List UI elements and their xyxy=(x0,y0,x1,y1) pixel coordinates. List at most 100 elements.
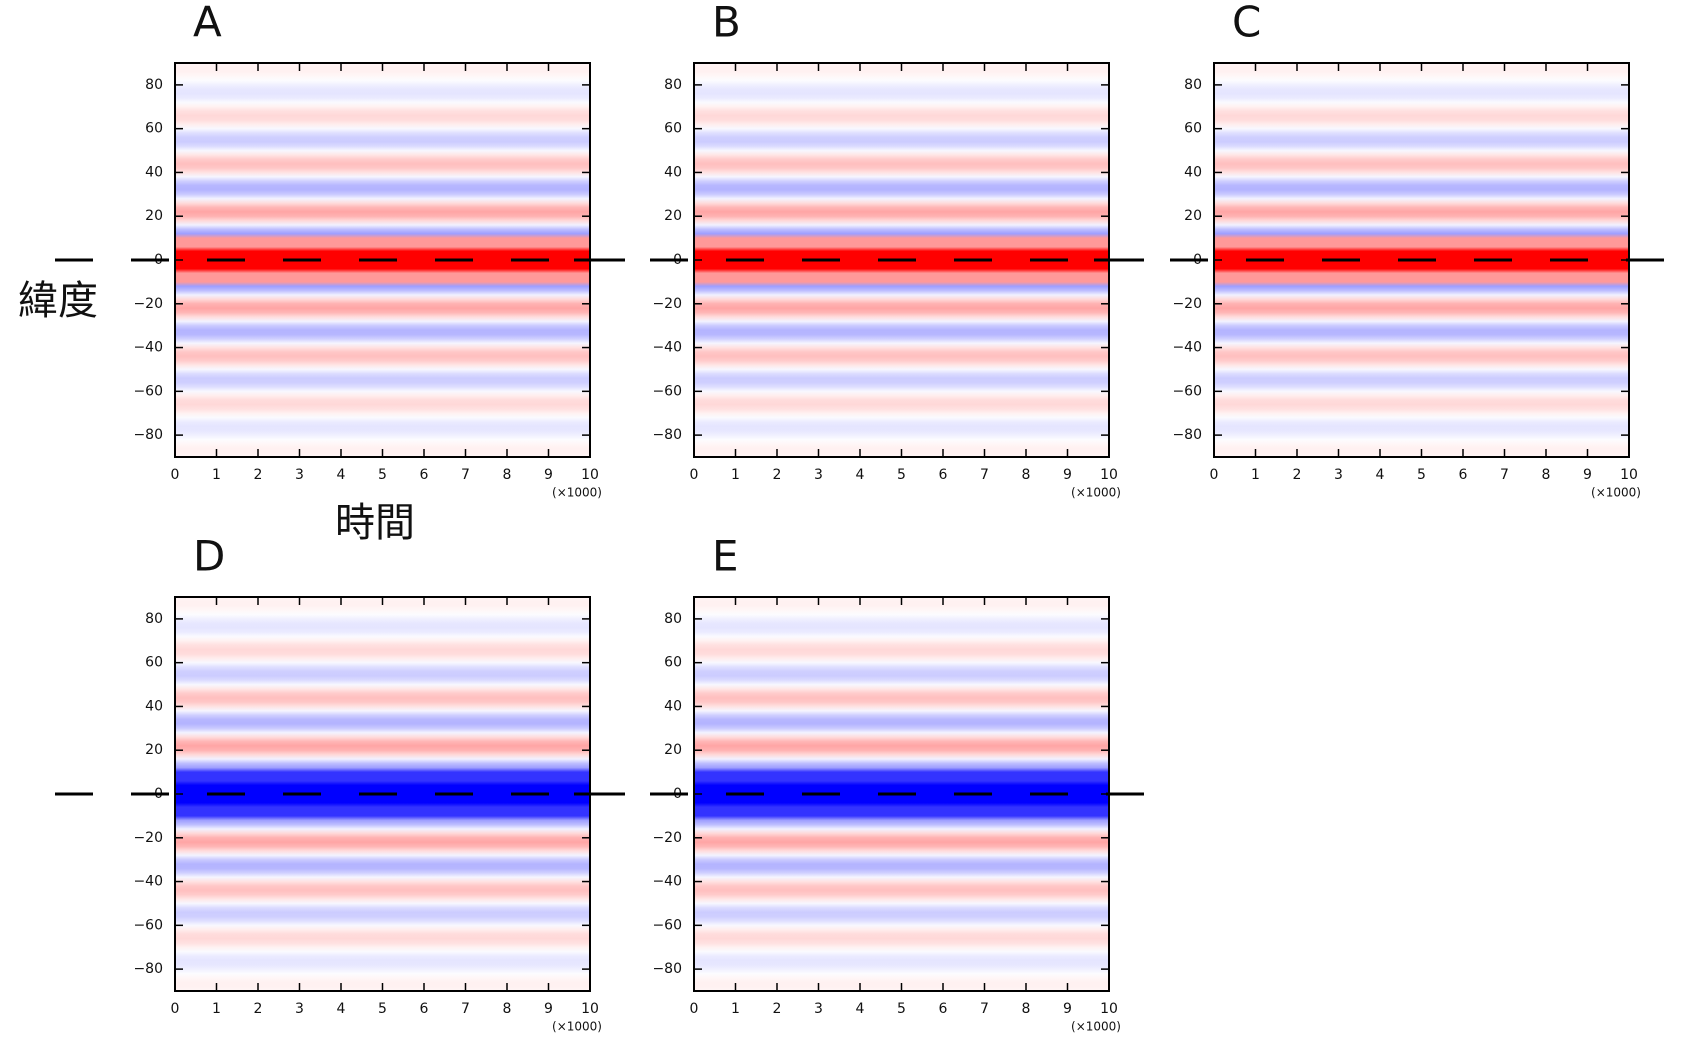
x-tick-label: 7 xyxy=(461,1001,470,1017)
x-tick-label: 1 xyxy=(212,467,221,483)
y-tick-label: −80 xyxy=(652,427,682,443)
panel-title: D xyxy=(193,532,225,581)
x-tick-label: 9 xyxy=(544,467,553,483)
x-tick-label: 6 xyxy=(939,1001,948,1017)
y-tick-label: 60 xyxy=(1184,121,1202,137)
y-tick-label: −60 xyxy=(652,383,682,399)
y-tick-label: 20 xyxy=(664,742,682,758)
y-tick-label: 40 xyxy=(664,698,682,714)
y-tick-label: −60 xyxy=(133,383,163,399)
x-tick-label: 7 xyxy=(1500,467,1509,483)
x-tick-label: 5 xyxy=(897,467,906,483)
x-tick-label: 4 xyxy=(1376,467,1385,483)
y-tick-label: 80 xyxy=(664,77,682,93)
y-tick-label: 80 xyxy=(1184,77,1202,93)
x-tick-label: 2 xyxy=(773,1001,782,1017)
x-tick-label: 9 xyxy=(1583,467,1592,483)
y-tick-label: 20 xyxy=(145,208,163,224)
y-tick-label: −60 xyxy=(652,917,682,933)
x-tick-label: 8 xyxy=(1542,467,1551,483)
panel-title: A xyxy=(193,0,222,47)
y-tick-label: 20 xyxy=(1184,208,1202,224)
x-tick-label: 2 xyxy=(773,467,782,483)
x-tick-label: 10 xyxy=(581,467,599,483)
y-tick-label: 20 xyxy=(664,208,682,224)
x-multiplier: (×1000) xyxy=(1591,486,1641,500)
x-tick-label: 1 xyxy=(1251,467,1260,483)
x-tick-label: 10 xyxy=(1620,467,1638,483)
x-tick-label: 8 xyxy=(503,467,512,483)
y-tick-label: 40 xyxy=(145,164,163,180)
x-tick-label: 4 xyxy=(337,1001,346,1017)
x-tick-label: 7 xyxy=(461,467,470,483)
y-tick-label: 60 xyxy=(664,655,682,671)
y-tick-label: −20 xyxy=(133,830,163,846)
y-tick-label: −40 xyxy=(652,874,682,890)
x-multiplier: (×1000) xyxy=(552,1020,602,1034)
x-tick-label: 6 xyxy=(1459,467,1468,483)
x-tick-label: 3 xyxy=(814,1001,823,1017)
y-tick-label: 60 xyxy=(145,655,163,671)
y-tick-label: −20 xyxy=(652,296,682,312)
y-tick-label: 40 xyxy=(145,698,163,714)
y-tick-label: 40 xyxy=(1184,164,1202,180)
x-tick-label: 5 xyxy=(897,1001,906,1017)
y-tick-label: −60 xyxy=(133,917,163,933)
y-axis-label: 緯度 xyxy=(18,278,98,324)
x-tick-label: 10 xyxy=(1100,467,1118,483)
x-tick-label: 0 xyxy=(1210,467,1219,483)
x-tick-label: 1 xyxy=(212,1001,221,1017)
x-tick-label: 9 xyxy=(1063,1001,1072,1017)
x-tick-label: 3 xyxy=(814,467,823,483)
y-tick-label: 60 xyxy=(664,121,682,137)
y-tick-label: −80 xyxy=(652,961,682,977)
y-tick-label: −40 xyxy=(133,874,163,890)
x-tick-label: 0 xyxy=(690,467,699,483)
x-tick-label: 2 xyxy=(1293,467,1302,483)
y-tick-label: 80 xyxy=(664,611,682,627)
x-tick-label: 6 xyxy=(939,467,948,483)
x-tick-label: 10 xyxy=(581,1001,599,1017)
x-tick-label: 6 xyxy=(420,467,429,483)
x-axis-label: 時間 xyxy=(335,500,415,546)
y-tick-label: 40 xyxy=(664,164,682,180)
x-tick-label: 1 xyxy=(731,467,740,483)
y-tick-label: 80 xyxy=(145,77,163,93)
y-tick-label: −80 xyxy=(1172,427,1202,443)
panel-title: B xyxy=(712,0,741,47)
y-tick-label: −20 xyxy=(652,830,682,846)
x-tick-label: 8 xyxy=(1022,467,1031,483)
y-tick-label: −20 xyxy=(1172,296,1202,312)
y-tick-label: −60 xyxy=(1172,383,1202,399)
x-tick-label: 3 xyxy=(295,1001,304,1017)
x-tick-label: 5 xyxy=(1417,467,1426,483)
x-tick-label: 4 xyxy=(856,1001,865,1017)
x-tick-label: 3 xyxy=(295,467,304,483)
y-tick-label: −40 xyxy=(652,340,682,356)
x-tick-label: 8 xyxy=(503,1001,512,1017)
x-tick-label: 1 xyxy=(731,1001,740,1017)
x-tick-label: 2 xyxy=(254,467,263,483)
x-tick-label: 6 xyxy=(420,1001,429,1017)
x-tick-label: 4 xyxy=(856,467,865,483)
y-tick-label: −80 xyxy=(133,427,163,443)
y-tick-label: −20 xyxy=(133,296,163,312)
x-tick-label: 9 xyxy=(1063,467,1072,483)
x-multiplier: (×1000) xyxy=(552,486,602,500)
x-tick-label: 2 xyxy=(254,1001,263,1017)
x-tick-label: 0 xyxy=(171,467,180,483)
y-tick-label: 60 xyxy=(145,121,163,137)
x-tick-label: 8 xyxy=(1022,1001,1031,1017)
panel-title: E xyxy=(712,532,739,581)
x-tick-label: 10 xyxy=(1100,1001,1118,1017)
x-tick-label: 9 xyxy=(544,1001,553,1017)
x-tick-label: 0 xyxy=(171,1001,180,1017)
x-tick-label: 7 xyxy=(980,467,989,483)
y-tick-label: −40 xyxy=(1172,340,1202,356)
x-multiplier: (×1000) xyxy=(1071,486,1121,500)
y-tick-label: −80 xyxy=(133,961,163,977)
x-tick-label: 4 xyxy=(337,467,346,483)
x-tick-label: 0 xyxy=(690,1001,699,1017)
y-tick-label: 80 xyxy=(145,611,163,627)
